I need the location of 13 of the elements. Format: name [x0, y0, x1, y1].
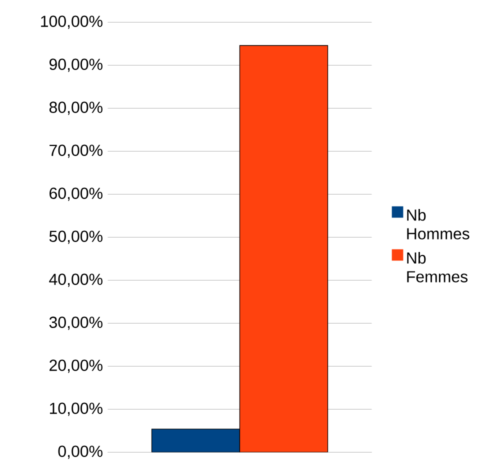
y-tick-label: 50,00%: [49, 230, 102, 244]
y-tick-label: 0,00%: [58, 446, 102, 459]
y-tick-label: 80,00%: [49, 102, 102, 115]
y-tick-label: 70,00%: [50, 144, 102, 158]
y-tick-label: 90,00%: [50, 58, 102, 72]
y-tick-label: 60,00%: [50, 188, 102, 201]
y-tick-label: 30,00%: [49, 316, 102, 330]
legend-label: Nb Hommes: [407, 209, 470, 240]
y-tick-label: 20,00%: [50, 360, 102, 373]
y-tick-label: 40,00%: [49, 274, 102, 287]
y-tick-label: 10,00%: [50, 402, 102, 416]
legend-label: Nb Femmes: [407, 252, 468, 282]
y-tick-label: 100,00%: [41, 16, 102, 29]
